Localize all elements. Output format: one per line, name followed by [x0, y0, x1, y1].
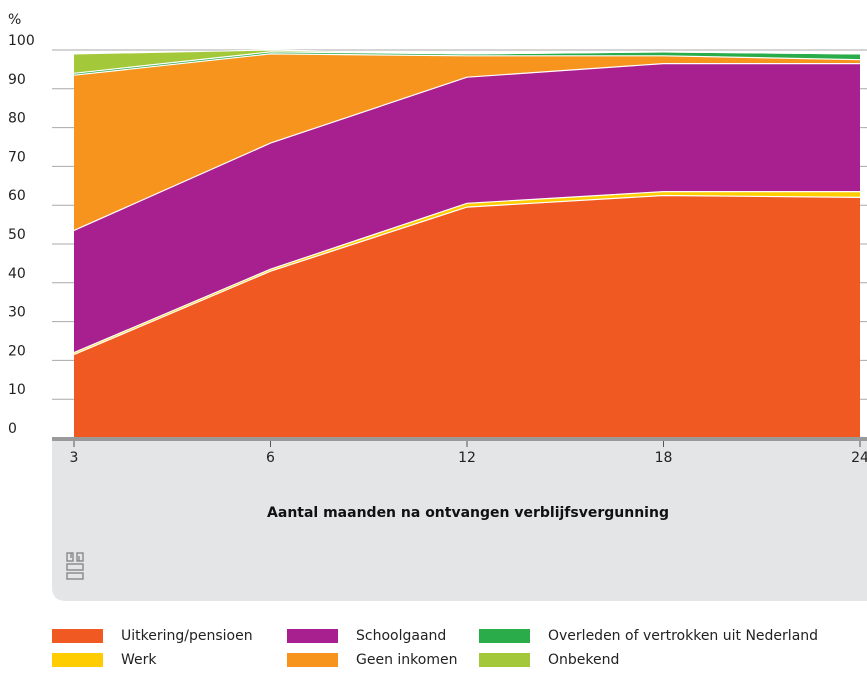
- legend-swatch: [479, 653, 530, 667]
- y-tick-label: 60: [8, 188, 26, 204]
- y-tick-label: 40: [8, 266, 26, 282]
- legend-label: Overleden of vertrokken uit Nederland: [548, 628, 819, 644]
- legend-swatch: [52, 653, 103, 667]
- legend-label: Onbekend: [548, 652, 620, 668]
- x-tick-label: 3: [70, 450, 79, 466]
- legend-swatch: [287, 653, 338, 667]
- y-tick-label: 50: [8, 227, 26, 243]
- y-tick-label: 30: [8, 305, 26, 321]
- area-separators: [73, 49, 861, 356]
- x-axis-panel-bg: [52, 438, 867, 601]
- x-axis-label: Aantal maanden na ontvangen verblijfsver…: [267, 505, 669, 521]
- y-tick-labels: 0 10 20 30 40 50 60 70 80 90 100: [8, 33, 35, 437]
- legend-label: Geen inkomen: [356, 652, 458, 668]
- legend-item: Overleden of vertrokken uit Nederland: [479, 628, 818, 644]
- cbs-logo: [66, 552, 84, 580]
- y-axis-label: %: [8, 12, 21, 28]
- y-tick-label: 70: [8, 149, 26, 165]
- legend-item: Geen inkomen: [287, 652, 457, 668]
- legend-item: Werk: [52, 652, 157, 668]
- legend-swatch: [479, 629, 530, 643]
- y-tick-label: 20: [8, 343, 26, 359]
- x-tick-label: 12: [458, 450, 476, 466]
- y-tick-label: 0: [8, 421, 17, 437]
- legend-swatch: [52, 629, 103, 643]
- area-boundary: [73, 63, 860, 231]
- legend: Uitkering/pensioen Werk Schoolgaand Geen in…: [52, 628, 867, 678]
- area-boundary: [73, 191, 860, 354]
- legend-swatch: [287, 629, 338, 643]
- legend-item: Uitkering/pensioen: [52, 628, 253, 644]
- y-tick-label: 80: [8, 111, 26, 127]
- stacked-areas: [74, 50, 860, 438]
- x-tick-labels: 3 6 12 18 24: [52, 437, 867, 466]
- legend-label: Schoolgaand: [356, 628, 447, 644]
- x-tick-label: 6: [266, 450, 275, 466]
- area-boundary: [73, 194, 861, 356]
- legend-label: Uitkering/pensioen: [121, 628, 253, 644]
- x-tick-label: 18: [655, 450, 673, 466]
- x-axis-line: [52, 437, 867, 441]
- area-boundary: [73, 49, 861, 55]
- y-tick-label: 10: [8, 382, 26, 398]
- y-tick-label: 90: [8, 72, 26, 88]
- area-boundary: [73, 53, 861, 76]
- legend-item: Onbekend: [479, 652, 619, 668]
- area-uitkering-pensioen: [74, 195, 860, 438]
- area-overleden-of-vertrokken-uit-nederland: [74, 51, 860, 76]
- area-chart: 0 10 20 30 40 50 60 70 80 90 100 3 6 12 18 24 % Aantal…: [8, 12, 867, 601]
- x-axis-panel: [52, 438, 867, 601]
- legend-item: Schoolgaand: [287, 628, 446, 644]
- area-geen-inkomen: [74, 53, 860, 231]
- area-schoolgaand: [74, 63, 860, 353]
- legend-label: Werk: [121, 652, 157, 668]
- y-tick-label: 100: [8, 33, 35, 49]
- x-tick-label: 24: [851, 450, 867, 466]
